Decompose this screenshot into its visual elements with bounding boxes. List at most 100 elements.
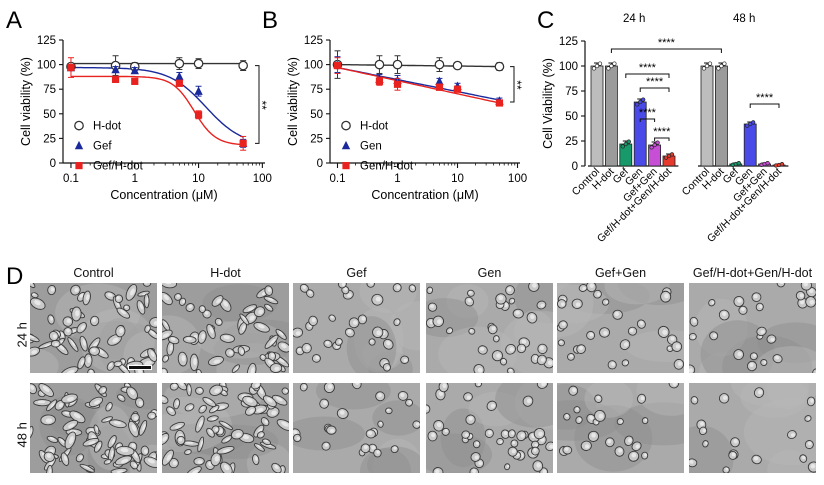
legend-marker [342,162,350,170]
cell-highlight [50,287,55,292]
cell-highlight [105,418,111,422]
micrograph-shade [495,383,553,428]
cell-highlight [731,452,736,457]
cell-highlight [142,424,146,431]
cell-highlight [377,393,382,398]
significance-bracket [510,66,515,103]
column-title: Gen [477,266,502,280]
cell-highlight [240,349,244,354]
micrograph-shade [636,383,684,416]
replicate-dot [591,66,597,71]
cell-highlight [799,293,804,298]
cell-highlight [722,395,728,400]
cell-highlight [575,302,581,307]
cell-highlight [572,387,577,393]
cell-highlight [172,383,177,388]
cell-highlight [293,430,298,435]
cell-highlight [341,283,346,287]
cell-highlight [141,293,148,296]
cell-highlight [303,384,307,389]
cell-highlight [83,465,91,469]
cell-highlight [254,456,258,461]
micrograph-shade [359,283,417,314]
cell-highlight [472,469,477,473]
cell-highlight [139,303,144,310]
micrograph-shade [689,425,734,473]
cell-highlight [807,441,812,446]
cell-highlight [94,400,101,405]
cell-highlight [449,329,453,333]
cell-highlight [214,455,220,462]
scale-bar [128,365,152,370]
cell-highlight [496,353,501,358]
cell-highlight [403,358,408,363]
cell-highlight [475,441,479,445]
cell-highlight [124,305,128,309]
cell-highlight [164,283,172,285]
micrograph-shade [766,383,809,410]
micrograph-shade [722,335,813,373]
cell-highlight [504,303,508,308]
replicate-dot [649,145,654,150]
cell-highlight [175,424,182,429]
y-tick-label: 50 [43,109,56,121]
micrograph-image [162,383,289,473]
data-point [111,64,120,74]
cell-highlight [222,422,229,427]
cell-highlight [752,353,757,357]
cell-highlight [712,333,717,338]
x-tick-label: 100 [508,173,527,185]
cell-highlight [274,464,279,470]
cell-highlight [411,285,415,289]
cell-highlight [193,357,197,366]
cell-highlight [79,293,84,298]
cell-highlight [49,436,55,440]
cell-highlight [491,326,496,331]
cell-highlight [677,361,682,366]
fit-curve [337,63,500,68]
y-tick-label: 100 [559,61,578,73]
cell-highlight [644,418,648,422]
cell-highlight [146,297,149,304]
cell-highlight [150,351,155,357]
cell-highlight [639,321,644,325]
cell-highlight [302,285,307,289]
y-tick-label: 75 [43,84,56,96]
legend-marker [74,120,84,131]
cell-highlight [249,315,255,321]
cell-highlight [305,345,310,350]
micrograph-shade [426,298,479,338]
cell-highlight [297,348,302,352]
column-title: Gef [346,266,367,280]
x-tick-label: 10 [192,173,205,185]
cell-highlight [477,383,481,386]
cell-highlight [611,362,615,366]
cell-highlight [144,449,148,454]
cell-highlight [624,361,628,365]
cell-highlight [393,446,397,450]
micrograph-shade [743,398,816,466]
data-point [375,77,384,85]
micrograph [162,283,289,373]
y-tick-label: 125 [304,35,323,47]
replicate-dot [606,66,611,71]
cell-highlight [130,288,135,296]
cell-highlight [396,285,401,290]
cell-highlight [635,444,640,449]
cell-highlight [536,462,541,468]
cell-highlight [191,469,199,473]
micrograph-shade [468,391,523,427]
cell-highlight [270,353,275,358]
micrograph [557,383,684,473]
cell-highlight [591,432,596,438]
cell-highlight [442,383,447,389]
cell-highlight [209,327,214,334]
cell-highlight [68,423,75,428]
cell-highlight [116,296,120,300]
cell-highlight [222,449,231,453]
cell-highlight [278,357,285,363]
cell-highlight [82,339,86,347]
cell-highlight [30,428,33,435]
bar [590,65,604,167]
cell-highlight [753,456,759,461]
